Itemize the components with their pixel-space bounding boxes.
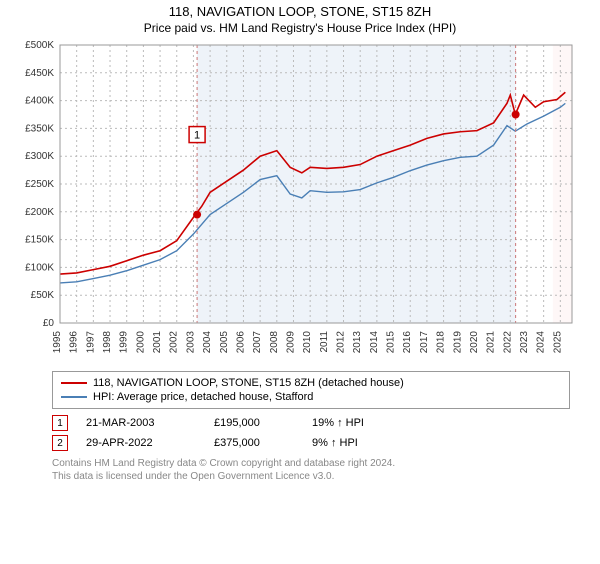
svg-text:2008: 2008 bbox=[269, 331, 280, 354]
sale-row: 2 29-APR-2022 £375,000 9% ↑ HPI bbox=[52, 433, 570, 453]
svg-text:2005: 2005 bbox=[219, 331, 230, 354]
chart-svg: £0 £50K £100K £150K £200K £250K £300K £350K £400… bbox=[10, 37, 590, 367]
svg-text:2001: 2001 bbox=[152, 331, 163, 354]
svg-text:£250K: £250K bbox=[25, 179, 54, 190]
svg-text:2010: 2010 bbox=[302, 331, 313, 354]
legend-item: HPI: Average price, detached house, Staf… bbox=[61, 390, 561, 404]
footer-line-2: This data is licensed under the Open Gov… bbox=[52, 470, 570, 483]
svg-text:2000: 2000 bbox=[135, 331, 146, 354]
svg-text:£350K: £350K bbox=[25, 123, 54, 134]
legend-swatch bbox=[61, 382, 87, 384]
svg-text:£100K: £100K bbox=[25, 262, 54, 273]
svg-text:£400K: £400K bbox=[25, 96, 54, 107]
legend-item: 118, NAVIGATION LOOP, STONE, ST15 8ZH (d… bbox=[61, 376, 561, 390]
svg-text:£150K: £150K bbox=[25, 235, 54, 246]
svg-text:2014: 2014 bbox=[369, 331, 380, 354]
svg-text:£500K: £500K bbox=[25, 40, 54, 51]
svg-text:£0: £0 bbox=[43, 318, 55, 329]
svg-text:2009: 2009 bbox=[285, 331, 296, 354]
sale-delta: 9% ↑ HPI bbox=[312, 437, 358, 449]
sale-marker-box: 2 bbox=[52, 435, 68, 451]
svg-text:2025: 2025 bbox=[552, 331, 563, 354]
page-title: 118, NAVIGATION LOOP, STONE, ST15 8ZH bbox=[0, 4, 600, 19]
svg-text:2020: 2020 bbox=[469, 331, 480, 354]
svg-text:2012: 2012 bbox=[336, 331, 347, 354]
svg-text:2006: 2006 bbox=[235, 331, 246, 354]
legend: 118, NAVIGATION LOOP, STONE, ST15 8ZH (d… bbox=[52, 371, 570, 409]
svg-text:£300K: £300K bbox=[25, 151, 54, 162]
svg-text:1996: 1996 bbox=[69, 331, 80, 354]
svg-text:2017: 2017 bbox=[419, 331, 430, 354]
svg-text:£200K: £200K bbox=[25, 207, 54, 218]
svg-text:2021: 2021 bbox=[486, 331, 497, 354]
legend-label: 118, NAVIGATION LOOP, STONE, ST15 8ZH (d… bbox=[93, 377, 404, 389]
svg-text:1999: 1999 bbox=[119, 331, 130, 354]
svg-text:£450K: £450K bbox=[25, 68, 54, 79]
svg-text:2002: 2002 bbox=[169, 331, 180, 354]
legend-label: HPI: Average price, detached house, Staf… bbox=[93, 391, 313, 403]
svg-text:1: 1 bbox=[194, 130, 200, 142]
legend-swatch bbox=[61, 396, 87, 398]
svg-text:2018: 2018 bbox=[436, 331, 447, 354]
sale-price: £375,000 bbox=[214, 437, 294, 449]
svg-text:2022: 2022 bbox=[502, 331, 513, 354]
svg-text:1997: 1997 bbox=[85, 331, 96, 354]
sale-price: £195,000 bbox=[214, 417, 294, 429]
sale-marker-box: 1 bbox=[52, 415, 68, 431]
svg-text:2019: 2019 bbox=[452, 331, 463, 354]
sale-date: 21-MAR-2003 bbox=[86, 417, 196, 429]
svg-text:1998: 1998 bbox=[102, 331, 113, 354]
svg-text:2013: 2013 bbox=[352, 331, 363, 354]
price-chart: £0 £50K £100K £150K £200K £250K £300K £350K £400… bbox=[10, 37, 590, 367]
svg-text:2004: 2004 bbox=[202, 331, 213, 354]
sale-date: 29-APR-2022 bbox=[86, 437, 196, 449]
svg-text:£50K: £50K bbox=[31, 290, 55, 301]
svg-text:2011: 2011 bbox=[319, 331, 330, 353]
svg-text:2015: 2015 bbox=[386, 331, 397, 354]
svg-text:2003: 2003 bbox=[185, 331, 196, 354]
svg-text:1995: 1995 bbox=[52, 331, 63, 354]
svg-text:2024: 2024 bbox=[536, 331, 547, 354]
page-subtitle: Price paid vs. HM Land Registry's House … bbox=[0, 21, 600, 35]
svg-text:2016: 2016 bbox=[402, 331, 413, 354]
footer-line-1: Contains HM Land Registry data © Crown c… bbox=[52, 457, 570, 470]
sale-row: 1 21-MAR-2003 £195,000 19% ↑ HPI bbox=[52, 413, 570, 433]
sale-delta: 19% ↑ HPI bbox=[312, 417, 364, 429]
sales-table: 1 21-MAR-2003 £195,000 19% ↑ HPI 2 29-APR-202… bbox=[52, 413, 570, 453]
footer-attribution: Contains HM Land Registry data © Crown c… bbox=[52, 457, 570, 483]
svg-text:2007: 2007 bbox=[252, 331, 263, 354]
svg-text:2023: 2023 bbox=[519, 331, 530, 354]
